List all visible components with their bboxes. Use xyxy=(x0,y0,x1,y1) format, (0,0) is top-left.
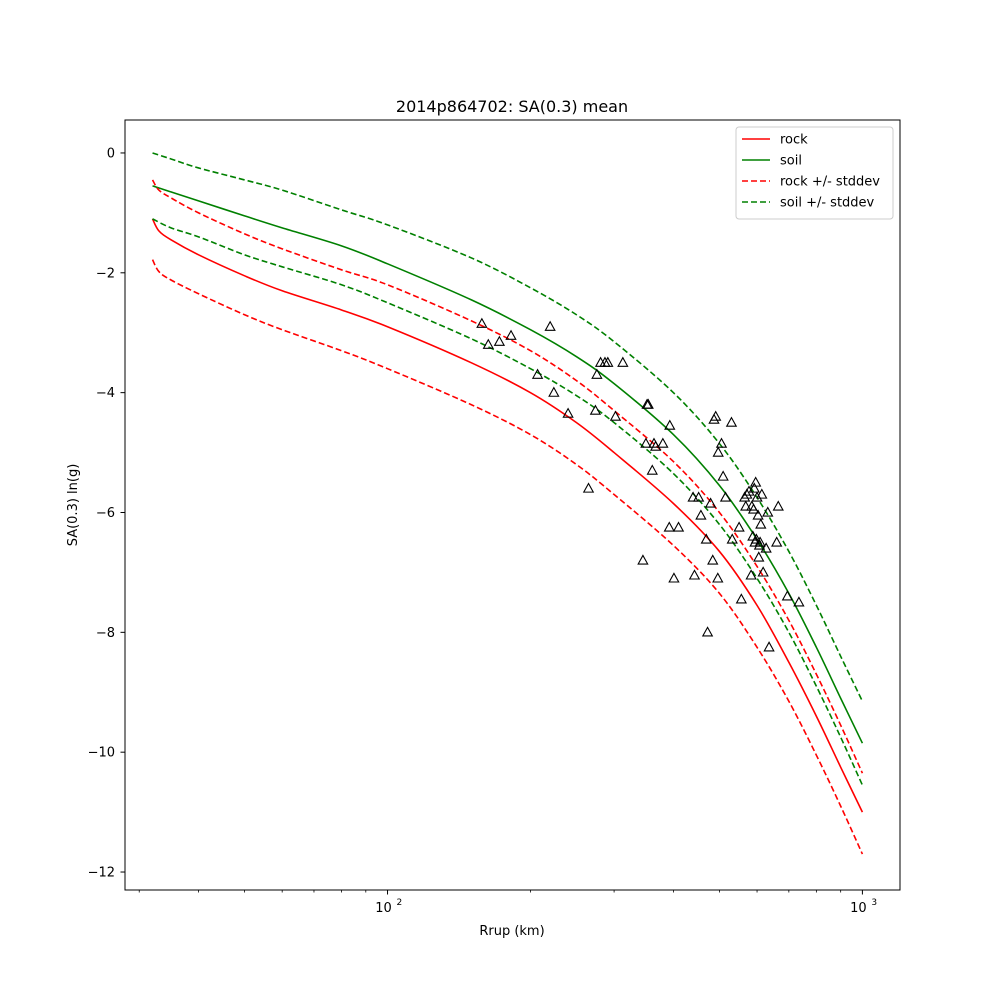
observation-marker xyxy=(700,533,712,544)
observation-marker xyxy=(548,386,560,397)
observation-marker xyxy=(589,404,602,415)
observation-marker xyxy=(745,569,757,580)
observation-marker xyxy=(743,485,755,496)
observation-marker xyxy=(762,506,774,517)
legend-label-soil-stddev: soil +/- stddev xyxy=(780,196,875,211)
observation-marker xyxy=(747,503,760,514)
chart-title: 2014p864702: SA(0.3) mean xyxy=(396,97,628,116)
observation-marker xyxy=(642,398,654,409)
x-tick-label: 10 xyxy=(375,901,392,916)
series-layer xyxy=(151,152,864,855)
series-line-soil-lower xyxy=(152,218,864,786)
observation-marker xyxy=(476,317,488,328)
observation-marker xyxy=(760,542,772,553)
observation-marker xyxy=(663,521,675,532)
y-tick-label: −12 xyxy=(88,866,115,881)
observation-marker xyxy=(754,536,766,547)
legend-box xyxy=(735,126,894,220)
series-line-soil-stddev xyxy=(152,152,864,702)
observation-marker xyxy=(687,491,699,502)
observation-marker xyxy=(712,572,724,583)
observation-marker xyxy=(707,554,719,565)
legend-label-soil: soil xyxy=(780,154,802,169)
observation-marker xyxy=(712,446,724,457)
observation-marker xyxy=(668,572,680,583)
observation-marker xyxy=(753,551,765,562)
observation-marker xyxy=(748,482,760,493)
observation-marker xyxy=(756,488,768,499)
observation-marker xyxy=(763,641,775,652)
observation-marker xyxy=(719,491,732,502)
y-tick-label: 0 xyxy=(107,146,115,161)
observation-marker xyxy=(505,329,517,340)
observation-marker xyxy=(755,518,767,529)
x-tick-label: 10 xyxy=(850,901,867,916)
legend: rock soil rock +/- stddev soil +/- stddev xyxy=(735,126,894,220)
observation-marker xyxy=(637,554,649,565)
observation-marker xyxy=(562,407,574,418)
observation-marker xyxy=(725,416,738,427)
observation-marker xyxy=(617,356,629,367)
y-tick-label: −4 xyxy=(96,386,115,401)
observation-marker xyxy=(701,626,714,637)
x-axis-ticks: 10 2 10 3 xyxy=(138,890,877,916)
observation-marker xyxy=(726,533,738,544)
observation-marker xyxy=(609,410,622,421)
observation-marker xyxy=(482,338,494,349)
legend-label-rock: rock xyxy=(780,133,808,148)
observation-marker xyxy=(717,470,729,481)
observation-marker xyxy=(710,410,722,421)
observation-marker xyxy=(582,482,595,493)
observation-marker xyxy=(664,419,676,430)
observation-marker xyxy=(771,536,783,547)
y-axis-ticks: 0 −2 −4 −6 −8 −10 −12 xyxy=(88,146,125,881)
observation-marker xyxy=(757,566,769,577)
x-axis-label: Rrup (km) xyxy=(479,924,544,939)
series-line-rock-lower xyxy=(151,259,864,855)
observation-marker xyxy=(591,368,603,379)
y-axis-label: SA(0.3) ln(g) xyxy=(66,464,81,547)
y-tick-label: −8 xyxy=(96,626,115,641)
observation-marker xyxy=(704,497,717,508)
observation-marker xyxy=(672,521,685,532)
observation-marker xyxy=(740,500,752,511)
observation-marker xyxy=(752,509,764,520)
observation-marker xyxy=(751,491,763,502)
observation-marker xyxy=(772,500,784,511)
x-tick-label-exponent: 2 xyxy=(397,898,403,908)
y-tick-label: −10 xyxy=(88,746,115,761)
observation-marker xyxy=(695,509,707,520)
observation-marker xyxy=(646,464,658,475)
observation-marker xyxy=(640,437,652,448)
y-tick-label: −2 xyxy=(96,266,115,281)
observation-marker xyxy=(544,320,556,331)
observation-marker xyxy=(531,368,544,379)
series-line-rock-stddev xyxy=(151,179,864,774)
y-tick-label: −6 xyxy=(96,506,115,521)
plot-area xyxy=(125,120,900,890)
observation-marker xyxy=(715,437,728,448)
observation-markers xyxy=(476,317,805,652)
legend-label-rock-stddev: rock +/- stddev xyxy=(780,175,880,190)
observation-marker xyxy=(493,335,506,346)
observation-marker xyxy=(733,521,745,532)
observation-marker xyxy=(657,437,669,448)
x-tick-label-exponent: 3 xyxy=(871,898,877,908)
observation-marker xyxy=(602,356,614,367)
observation-marker xyxy=(750,533,763,544)
plot-frame xyxy=(124,119,901,891)
observation-marker xyxy=(793,596,805,607)
observation-marker xyxy=(735,593,748,604)
series-line-rock xyxy=(151,218,864,813)
observation-marker xyxy=(781,590,794,601)
observation-marker xyxy=(692,491,705,502)
observation-marker xyxy=(749,476,762,487)
observation-marker xyxy=(649,440,662,451)
observation-marker xyxy=(688,569,701,580)
observation-marker xyxy=(753,539,766,550)
